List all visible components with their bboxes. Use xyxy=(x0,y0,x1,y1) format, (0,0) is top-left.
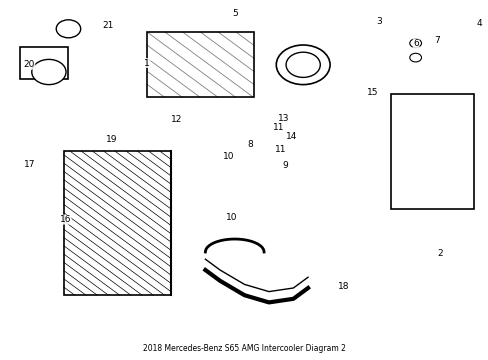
Circle shape xyxy=(32,59,66,85)
Text: 9: 9 xyxy=(282,161,288,170)
Text: 14: 14 xyxy=(285,132,297,141)
Circle shape xyxy=(409,53,421,62)
Text: 11: 11 xyxy=(274,145,286,154)
Text: 4: 4 xyxy=(476,19,482,28)
Text: 1: 1 xyxy=(144,59,150,68)
Circle shape xyxy=(285,52,320,77)
Text: 12: 12 xyxy=(171,115,182,124)
Text: 11: 11 xyxy=(272,123,284,132)
Text: 20: 20 xyxy=(23,60,35,69)
Circle shape xyxy=(56,20,81,38)
Text: 6: 6 xyxy=(412,39,418,48)
Text: 5: 5 xyxy=(232,9,238,18)
Text: 8: 8 xyxy=(246,140,252,149)
Text: 17: 17 xyxy=(23,161,35,170)
Text: 10: 10 xyxy=(225,213,237,222)
Circle shape xyxy=(409,39,421,48)
Text: 13: 13 xyxy=(277,114,289,122)
Bar xyxy=(146,32,254,97)
Text: 16: 16 xyxy=(60,215,71,224)
Text: 2: 2 xyxy=(437,249,443,258)
Text: 15: 15 xyxy=(366,89,378,98)
Text: 3: 3 xyxy=(376,17,382,26)
Text: 18: 18 xyxy=(338,282,349,291)
Circle shape xyxy=(276,45,329,85)
Text: 2018 Mercedes-Benz S65 AMG Intercooler Diagram 2: 2018 Mercedes-Benz S65 AMG Intercooler D… xyxy=(143,344,345,353)
Bar xyxy=(20,47,68,79)
Text: 10: 10 xyxy=(222,152,234,161)
Bar xyxy=(390,94,473,209)
Text: 19: 19 xyxy=(105,135,117,144)
Text: 7: 7 xyxy=(433,36,439,45)
Text: 21: 21 xyxy=(102,21,114,30)
Bar xyxy=(63,151,171,295)
